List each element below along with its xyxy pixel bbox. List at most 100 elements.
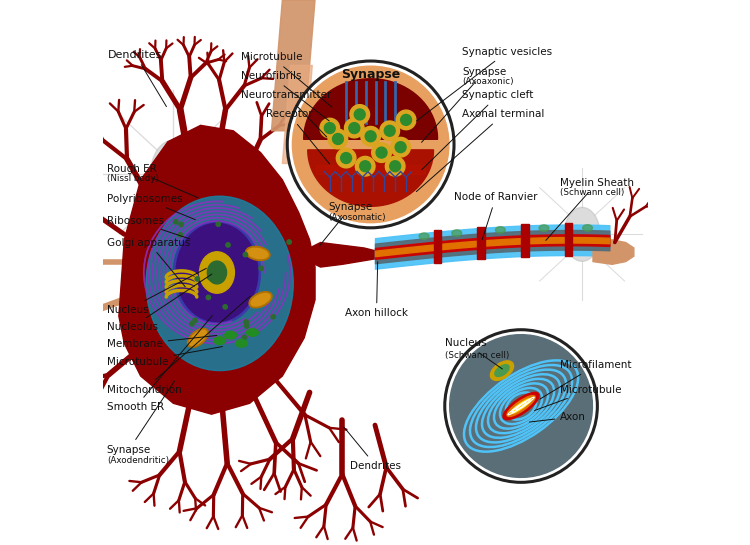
Circle shape [340, 153, 352, 164]
Text: (Schwann cell): (Schwann cell) [445, 351, 509, 360]
Text: (Nissl body): (Nissl body) [106, 174, 159, 184]
Ellipse shape [224, 331, 236, 339]
Text: Neurofibrils: Neurofibrils [242, 71, 329, 121]
Circle shape [208, 275, 212, 280]
Text: Microtubule: Microtubule [242, 52, 332, 107]
Text: Microfilament: Microfilament [540, 360, 632, 399]
Circle shape [350, 105, 370, 124]
Circle shape [324, 123, 335, 134]
Text: (Axoaxonic): (Axoaxonic) [462, 77, 514, 87]
Text: Rough ER: Rough ER [106, 164, 198, 198]
Circle shape [287, 240, 291, 244]
Circle shape [365, 131, 376, 142]
Circle shape [271, 314, 275, 319]
Circle shape [216, 222, 220, 226]
Text: Synapse: Synapse [106, 381, 175, 455]
Polygon shape [304, 79, 437, 139]
Ellipse shape [490, 361, 514, 380]
Text: Axon: Axon [530, 412, 586, 422]
Circle shape [287, 61, 454, 228]
Ellipse shape [496, 227, 506, 233]
Text: Nucleolus: Nucleolus [106, 274, 212, 332]
Text: Microtubule: Microtubule [106, 347, 223, 367]
Ellipse shape [539, 225, 549, 232]
Text: Synaptic cleft: Synaptic cleft [422, 90, 533, 169]
Circle shape [344, 118, 364, 138]
Text: Polyribosomes: Polyribosomes [106, 194, 195, 220]
Circle shape [179, 222, 183, 227]
Circle shape [178, 233, 182, 237]
Circle shape [226, 243, 230, 247]
Text: Ribosomes: Ribosomes [106, 216, 190, 239]
Circle shape [242, 335, 247, 340]
Circle shape [206, 295, 211, 300]
Circle shape [190, 322, 194, 326]
Ellipse shape [503, 392, 539, 420]
Ellipse shape [251, 294, 270, 306]
Circle shape [356, 156, 375, 176]
Text: Membrane: Membrane [106, 336, 217, 349]
Circle shape [390, 161, 400, 172]
Ellipse shape [200, 252, 235, 293]
Ellipse shape [151, 140, 196, 209]
Circle shape [396, 110, 416, 130]
Text: (Axosomatic): (Axosomatic) [328, 213, 386, 222]
Circle shape [380, 121, 400, 141]
Text: (Schwann cell): (Schwann cell) [560, 188, 625, 197]
Circle shape [174, 220, 178, 224]
Bar [521, 225, 529, 257]
Circle shape [292, 66, 449, 223]
Circle shape [384, 125, 395, 136]
Text: Smooth ER: Smooth ER [106, 316, 212, 412]
Text: Dendrites: Dendrites [344, 427, 401, 471]
Circle shape [336, 148, 356, 168]
Circle shape [223, 305, 227, 309]
Text: (Axodendritic): (Axodendritic) [106, 456, 169, 465]
Ellipse shape [189, 330, 206, 346]
Bar [478, 227, 485, 259]
Ellipse shape [583, 225, 592, 231]
Circle shape [361, 126, 380, 146]
Ellipse shape [248, 249, 268, 258]
Ellipse shape [495, 365, 509, 377]
Circle shape [259, 266, 263, 270]
Text: Synaptic vesicles: Synaptic vesicles [416, 47, 552, 121]
Circle shape [360, 161, 370, 172]
Text: Golgi apparatus: Golgi apparatus [106, 238, 190, 287]
Text: Synapse: Synapse [341, 68, 400, 81]
Ellipse shape [450, 335, 592, 477]
Text: Nucleus: Nucleus [106, 268, 206, 314]
Bar [565, 223, 572, 256]
Text: Axon hillock: Axon hillock [345, 262, 408, 318]
Text: Synapse: Synapse [320, 202, 373, 246]
Ellipse shape [176, 223, 258, 322]
Circle shape [332, 134, 344, 144]
Circle shape [354, 109, 365, 120]
Ellipse shape [249, 292, 272, 308]
Bar [433, 231, 442, 263]
Circle shape [244, 320, 248, 324]
Text: Receptor: Receptor [266, 110, 330, 164]
Circle shape [193, 318, 197, 323]
Ellipse shape [236, 340, 248, 347]
Circle shape [386, 156, 405, 176]
Ellipse shape [207, 261, 226, 284]
Ellipse shape [246, 246, 270, 261]
Ellipse shape [511, 398, 532, 414]
Text: Nucleus: Nucleus [445, 338, 503, 369]
Ellipse shape [146, 196, 293, 371]
Circle shape [195, 277, 200, 281]
Polygon shape [316, 165, 425, 174]
Polygon shape [308, 150, 434, 207]
Circle shape [244, 324, 249, 328]
Circle shape [372, 143, 392, 162]
Circle shape [395, 142, 406, 153]
Text: Microtubule: Microtubule [535, 385, 622, 410]
Text: Myelin Sheath: Myelin Sheath [546, 178, 634, 240]
Circle shape [391, 137, 410, 157]
Text: Neurotransmitter: Neurotransmitter [242, 90, 332, 137]
Circle shape [328, 129, 348, 149]
Ellipse shape [419, 233, 429, 239]
Circle shape [243, 252, 248, 257]
Ellipse shape [564, 208, 600, 262]
